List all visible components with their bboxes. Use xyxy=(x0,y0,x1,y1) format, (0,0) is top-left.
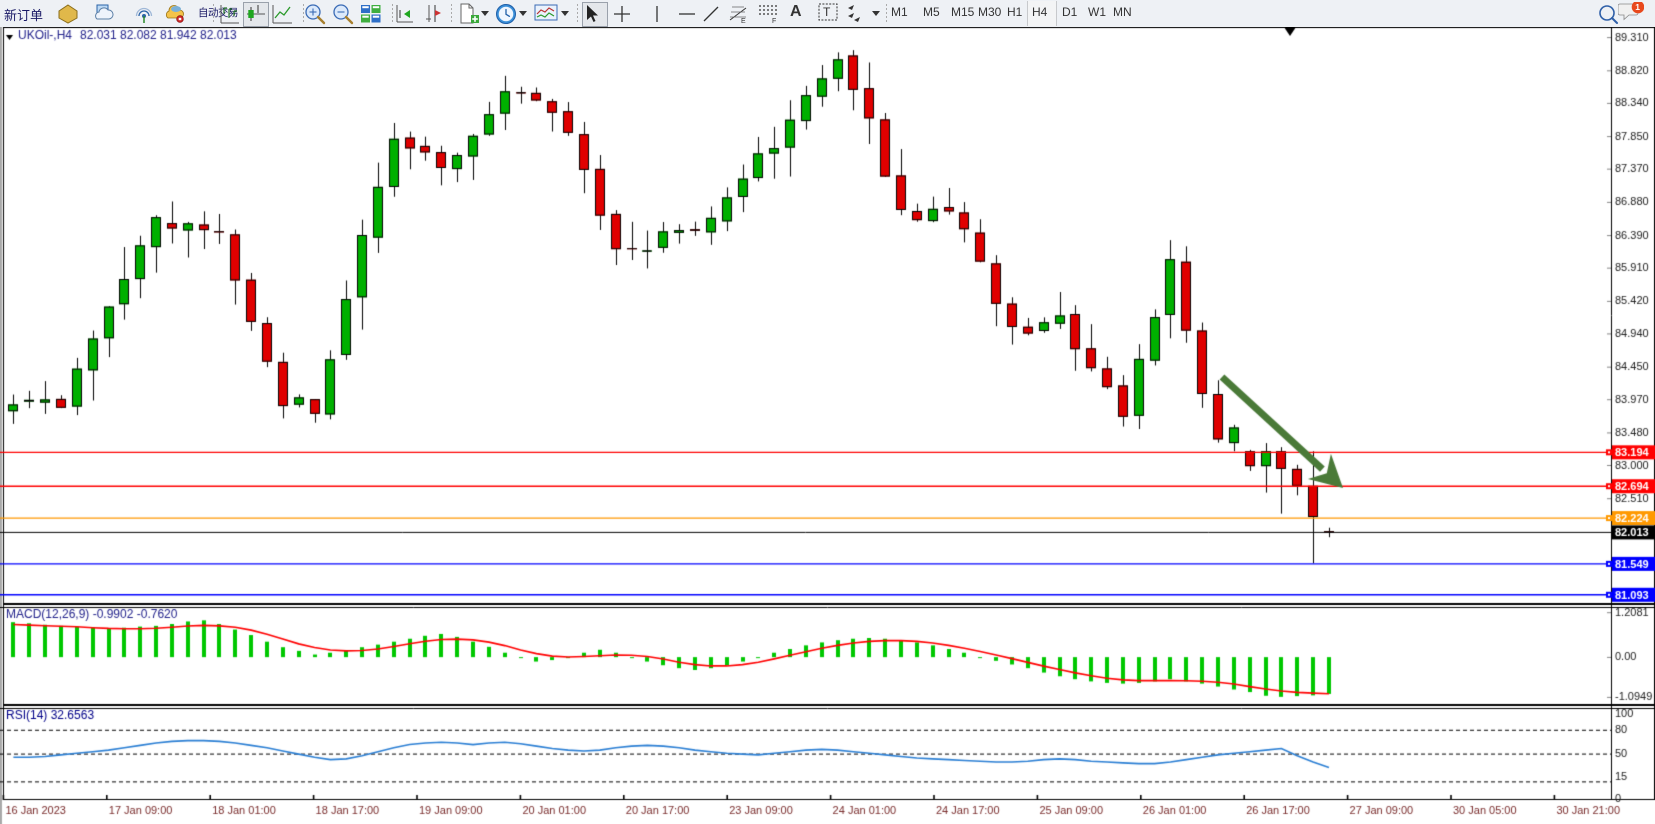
svg-text:1: 1 xyxy=(1635,2,1640,12)
svg-text:F: F xyxy=(772,18,776,24)
svg-text:E: E xyxy=(741,18,746,24)
svg-text:T: T xyxy=(823,5,831,19)
